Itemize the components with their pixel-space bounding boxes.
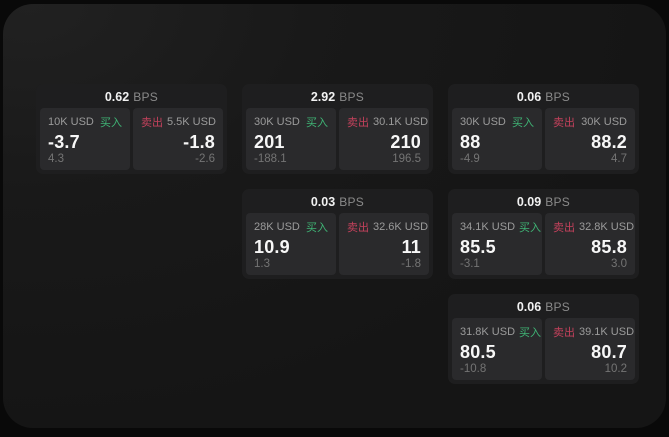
bps-unit-label: BPS <box>545 195 571 209</box>
bps-unit-label: BPS <box>545 300 571 314</box>
sell-amount: 5.5K USD <box>167 116 216 128</box>
buy-amount: 28K USD <box>254 221 300 233</box>
sell-price: 88.2 <box>591 131 627 152</box>
buy-amount: 30K USD <box>254 116 300 128</box>
bps-value: 0.03 <box>310 195 336 209</box>
buy-panel[interactable]: 30K USD 买入 201 -188.1 <box>246 108 336 170</box>
sell-panel[interactable]: 卖出 30.1K USD 210 196.5 <box>339 108 429 170</box>
sell-panel[interactable]: 卖出 30K USD 88.2 4.7 <box>545 108 635 170</box>
bps-header: 2.92 BPS <box>242 84 433 108</box>
sell-amount: 30.1K USD <box>373 116 429 128</box>
sell-amount: 32.8K USD <box>579 221 635 233</box>
sell-panel[interactable]: 卖出 32.6K USD 11 -1.8 <box>339 213 429 275</box>
bps-header: 0.03 BPS <box>242 189 433 213</box>
bps-card: 0.03 BPS 28K USD 买入 10.9 1.3 卖出 32.6K US… <box>242 189 433 279</box>
bps-card: 0.06 BPS 31.8K USD 买入 80.5 -10.8 卖出 39.1… <box>448 294 639 384</box>
sell-change: 3.0 <box>611 257 627 270</box>
buy-change: 4.3 <box>48 152 64 165</box>
bps-unit-label: BPS <box>545 90 571 104</box>
sell-amount: 39.1K USD <box>579 326 635 338</box>
sell-amount: 30K USD <box>581 116 627 128</box>
sell-change: 196.5 <box>392 152 421 165</box>
sell-side-label: 卖出 <box>347 222 369 234</box>
buy-side-label: 买入 <box>512 117 534 129</box>
sell-change: -2.6 <box>195 152 215 165</box>
buy-change: 1.3 <box>254 257 270 270</box>
bps-header: 0.09 BPS <box>448 189 639 213</box>
sell-panel[interactable]: 卖出 5.5K USD -1.8 -2.6 <box>133 108 223 170</box>
sell-change: 10.2 <box>604 362 627 375</box>
buy-side-label: 买入 <box>306 117 328 129</box>
sell-side-label: 卖出 <box>553 327 575 339</box>
bps-card: 0.62 BPS 10K USD 买入 -3.7 4.3 卖出 5.5K USD… <box>36 84 227 174</box>
buy-price: 88 <box>460 131 481 152</box>
bps-value: 0.06 <box>516 300 542 314</box>
sell-change: 4.7 <box>611 152 627 165</box>
sell-price: 85.8 <box>591 236 627 257</box>
buy-price: -3.7 <box>48 131 80 152</box>
buy-side-label: 买入 <box>100 117 122 129</box>
buy-panel[interactable]: 31.8K USD 买入 80.5 -10.8 <box>452 318 542 380</box>
sell-panel[interactable]: 卖出 32.8K USD 85.8 3.0 <box>545 213 635 275</box>
buy-change: -10.8 <box>460 362 487 375</box>
sell-side-label: 卖出 <box>553 117 575 129</box>
bps-value: 0.06 <box>516 90 542 104</box>
buy-side-label: 买入 <box>519 327 542 339</box>
quote-panels: 31.8K USD 买入 80.5 -10.8 卖出 39.1K USD 80.… <box>448 318 639 384</box>
sell-price: 11 <box>401 236 421 257</box>
bps-header: 0.06 BPS <box>448 294 639 318</box>
quote-panels: 30K USD 买入 201 -188.1 卖出 30.1K USD 210 1… <box>242 108 433 174</box>
quote-panels: 10K USD 买入 -3.7 4.3 卖出 5.5K USD -1.8 -2.… <box>36 108 227 174</box>
quote-panels: 30K USD 买入 88 -4.9 卖出 30K USD 88.2 4.7 <box>448 108 639 174</box>
buy-change: -188.1 <box>254 152 287 165</box>
bps-header: 0.62 BPS <box>36 84 227 108</box>
bps-card: 0.09 BPS 34.1K USD 买入 85.5 -3.1 卖出 32.8K… <box>448 189 639 279</box>
bps-value: 2.92 <box>310 90 336 104</box>
buy-amount: 31.8K USD <box>460 326 516 338</box>
buy-panel[interactable]: 10K USD 买入 -3.7 4.3 <box>40 108 130 170</box>
quote-panels: 34.1K USD 买入 85.5 -3.1 卖出 32.8K USD 85.8… <box>448 213 639 279</box>
sell-amount: 32.6K USD <box>373 221 429 233</box>
buy-price: 201 <box>254 131 285 152</box>
sell-price: 80.7 <box>591 341 627 362</box>
buy-amount: 10K USD <box>48 116 94 128</box>
sell-side-label: 卖出 <box>141 117 163 129</box>
bps-card: 2.92 BPS 30K USD 买入 201 -188.1 卖出 30.1K … <box>242 84 433 174</box>
sell-change: -1.8 <box>401 257 421 270</box>
sell-panel[interactable]: 卖出 39.1K USD 80.7 10.2 <box>545 318 635 380</box>
sell-price: -1.8 <box>183 131 215 152</box>
buy-side-label: 买入 <box>519 222 542 234</box>
quote-panels: 28K USD 买入 10.9 1.3 卖出 32.6K USD 11 -1.8 <box>242 213 433 279</box>
buy-amount: 30K USD <box>460 116 506 128</box>
buy-side-label: 买入 <box>306 222 328 234</box>
sell-side-label: 卖出 <box>553 222 575 234</box>
buy-price: 80.5 <box>460 341 496 362</box>
sell-side-label: 卖出 <box>347 117 369 129</box>
sell-price: 210 <box>390 131 421 152</box>
bps-unit-label: BPS <box>339 195 365 209</box>
bps-value: 0.62 <box>104 90 130 104</box>
buy-price: 85.5 <box>460 236 496 257</box>
bps-card: 0.06 BPS 30K USD 买入 88 -4.9 卖出 30K USD 8… <box>448 84 639 174</box>
bps-unit-label: BPS <box>133 90 159 104</box>
buy-price: 10.9 <box>254 236 290 257</box>
bps-header: 0.06 BPS <box>448 84 639 108</box>
bps-unit-label: BPS <box>339 90 365 104</box>
buy-panel[interactable]: 34.1K USD 买入 85.5 -3.1 <box>452 213 542 275</box>
buy-amount: 34.1K USD <box>460 221 516 233</box>
buy-change: -4.9 <box>460 152 480 165</box>
buy-change: -3.1 <box>460 257 480 270</box>
buy-panel[interactable]: 30K USD 买入 88 -4.9 <box>452 108 542 170</box>
buy-panel[interactable]: 28K USD 买入 10.9 1.3 <box>246 213 336 275</box>
bps-value: 0.09 <box>516 195 542 209</box>
